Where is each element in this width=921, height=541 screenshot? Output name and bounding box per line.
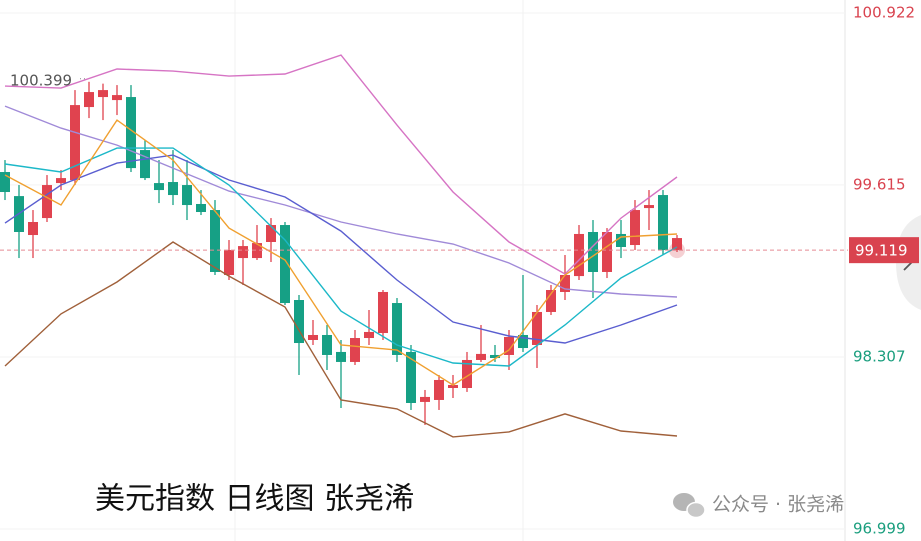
candle-body bbox=[0, 172, 10, 193]
indicator-line bbox=[4, 241, 678, 438]
candle-body bbox=[42, 185, 52, 219]
candle-body bbox=[378, 291, 388, 334]
plot: 100.399 bbox=[0, 12, 848, 530]
candle-body bbox=[308, 334, 318, 340]
candle-body bbox=[560, 275, 570, 292]
candle-body bbox=[238, 246, 248, 259]
candle-body bbox=[602, 232, 612, 272]
candle-body bbox=[252, 243, 262, 259]
high-annotation: 100.399 bbox=[10, 71, 72, 89]
candle-body bbox=[364, 331, 374, 339]
candle-body bbox=[504, 336, 514, 355]
y-tick-label: 98.307 bbox=[853, 347, 906, 365]
candle-body bbox=[476, 353, 486, 360]
candle-body bbox=[448, 384, 458, 388]
indicator-line bbox=[4, 154, 678, 344]
chart-title: 美元指数 日线图 张尧浠 bbox=[95, 482, 414, 517]
candle-body bbox=[462, 359, 472, 388]
candle-body bbox=[196, 203, 206, 213]
indicator-line bbox=[4, 119, 678, 386]
candle-body bbox=[266, 225, 276, 242]
candle-body bbox=[168, 182, 178, 196]
y-tick-label: 100.922 bbox=[853, 4, 915, 22]
candle-body bbox=[140, 150, 150, 179]
y-tick-label: 96.999 bbox=[853, 520, 906, 538]
candle-body bbox=[588, 232, 598, 272]
candle-body bbox=[574, 233, 584, 277]
indicator-line bbox=[4, 54, 678, 275]
indicator-line bbox=[4, 147, 678, 367]
candle-body bbox=[98, 90, 108, 98]
candle-body bbox=[490, 354, 500, 359]
candle-body bbox=[126, 97, 136, 169]
candle-body bbox=[392, 303, 402, 355]
candle-body bbox=[434, 379, 444, 400]
watermark-icon bbox=[673, 493, 706, 519]
candle-body bbox=[182, 185, 192, 206]
candle-body bbox=[322, 334, 332, 355]
candle-body bbox=[406, 351, 416, 403]
candle-body bbox=[294, 300, 304, 344]
last-price-label: 99.119 bbox=[855, 242, 908, 260]
last-price-box bbox=[849, 237, 919, 264]
candle-body bbox=[518, 334, 528, 349]
candle-body bbox=[224, 250, 234, 276]
candle-body bbox=[210, 210, 220, 272]
candle-body bbox=[336, 351, 346, 362]
candle-body bbox=[630, 210, 640, 246]
candle-body bbox=[672, 238, 682, 251]
candle-body bbox=[616, 233, 626, 247]
candle-body bbox=[280, 225, 290, 304]
candle-body bbox=[644, 205, 654, 209]
indicator-line bbox=[4, 105, 678, 298]
candle-body bbox=[70, 105, 80, 181]
candle-body bbox=[350, 338, 360, 362]
watermark: 公众号 · 张尧浠 bbox=[712, 494, 844, 516]
candle-body bbox=[532, 311, 542, 345]
candle-body bbox=[28, 222, 38, 236]
candle-body bbox=[658, 195, 668, 251]
candle-body bbox=[420, 396, 430, 402]
y-tick-label: 99.615 bbox=[853, 175, 906, 193]
candle-body bbox=[112, 95, 122, 101]
candle-body bbox=[84, 92, 94, 108]
last-price-glow bbox=[669, 242, 685, 259]
candle-body bbox=[546, 290, 556, 312]
candle-body bbox=[154, 183, 164, 191]
candle-body bbox=[56, 178, 66, 184]
